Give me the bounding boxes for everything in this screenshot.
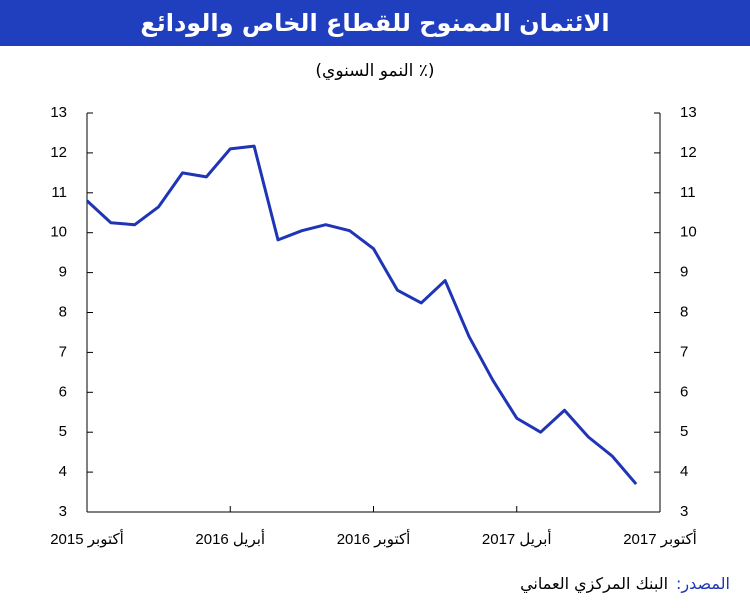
y2-tick-label: 6 [680, 383, 688, 400]
y-tick-label: 10 [50, 224, 67, 241]
x-tick-label: أبريل 2017 [482, 529, 552, 548]
y2-tick-label: 3 [680, 503, 688, 520]
y-tick-label: 8 [59, 303, 67, 320]
y-tick-label: 12 [50, 144, 67, 161]
y-tick-label: 3 [59, 503, 67, 520]
y-tick-label: 4 [59, 463, 67, 480]
y2-tick-label: 13 [680, 104, 697, 121]
y-tick-label: 11 [51, 184, 67, 201]
y2-tick-label: 4 [680, 463, 688, 480]
y2-tick-label: 10 [680, 224, 697, 241]
y2-tick-label: 11 [680, 184, 696, 201]
y2-tick-label: 5 [680, 423, 688, 440]
y-tick-label: 5 [59, 423, 67, 440]
y-tick-label: 13 [50, 104, 67, 121]
x-tick-label: أكتوبر 2016 [337, 529, 411, 548]
source-label: المصدر: [676, 574, 730, 593]
y-tick-label: 7 [59, 343, 67, 360]
x-tick-label: أكتوبر 2015 [50, 529, 124, 548]
y2-tick-label: 9 [680, 264, 688, 281]
source: المصدر: البنك المركزي العماني [520, 574, 730, 593]
source-text: البنك المركزي العماني [520, 574, 669, 593]
data-line [85, 144, 638, 486]
y-tick-label: 9 [59, 264, 67, 281]
y2-tick-label: 8 [680, 303, 688, 320]
x-tick-label: أبريل 2016 [195, 529, 265, 548]
y2-tick-label: 12 [680, 144, 697, 161]
y2-tick-label: 7 [680, 343, 688, 360]
chart-title: الائتمان الممنوح للقطاع الخاص والودائع [140, 9, 609, 37]
x-tick-label: أكتوبر 2017 [623, 529, 697, 548]
title-bar [0, 0, 750, 46]
y-tick-label: 6 [59, 383, 67, 400]
chart-subtitle: (٪ النمو السنوي) [315, 61, 434, 81]
